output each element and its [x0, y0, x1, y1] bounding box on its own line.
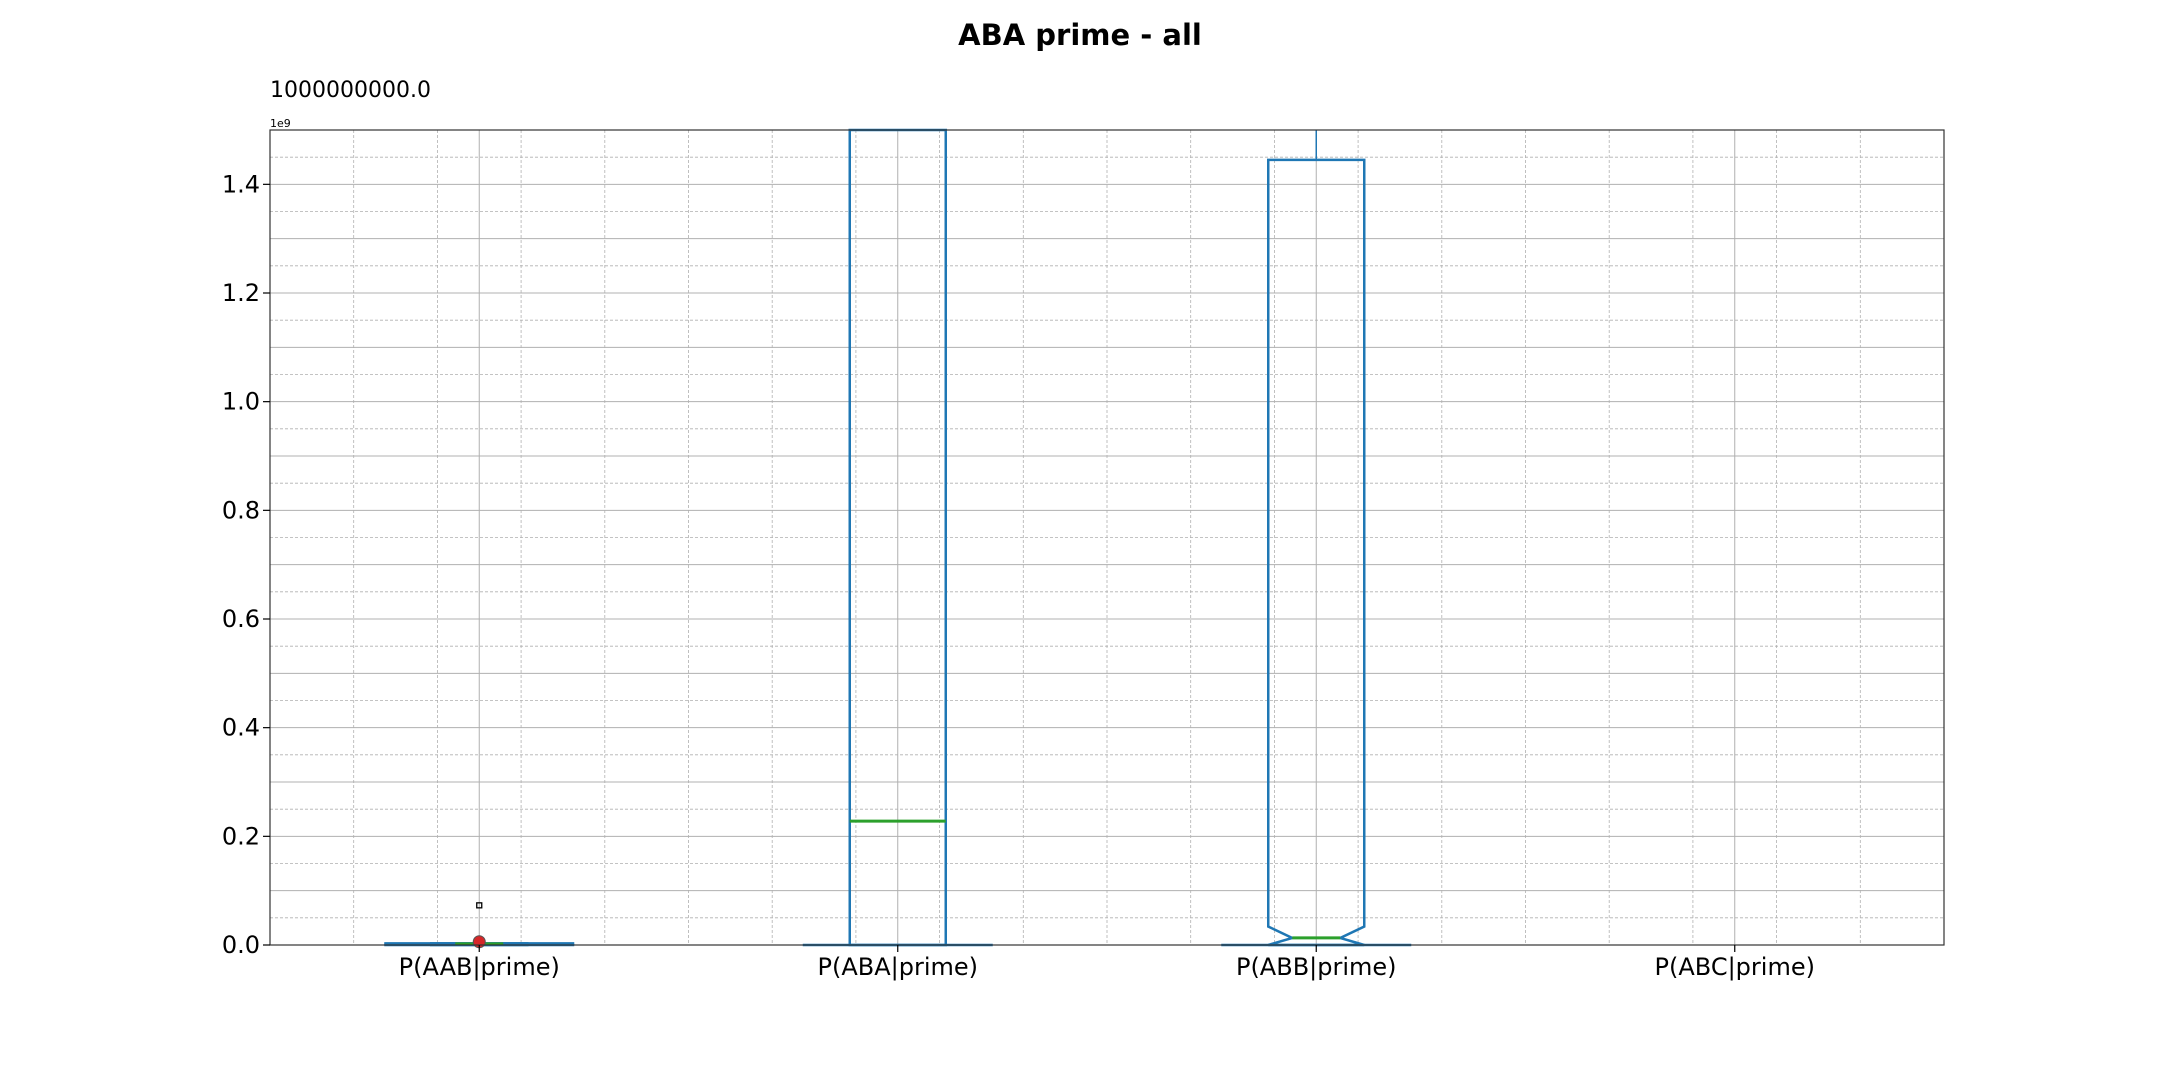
y-tick-label: 1.2	[222, 279, 260, 307]
x-tick-label: P(ABB|prime)	[1236, 953, 1397, 981]
y-tick-label: 1.0	[222, 388, 260, 416]
y-tick-label: 0.6	[222, 605, 260, 633]
x-tick-label: P(AAB|prime)	[399, 953, 560, 981]
plot-frame	[269, 129, 1945, 946]
y-tick-label: 0.0	[222, 931, 260, 959]
y-tick-label: 0.4	[222, 714, 260, 742]
y-tick-label: 1.4	[222, 170, 260, 198]
y-tick-label: 0.2	[222, 822, 260, 850]
scale-annotation: 1000000000.0	[270, 78, 431, 103]
grid-lines	[269, 129, 1945, 946]
chart-title: ABA prime - all	[958, 18, 1202, 52]
x-axis-ticks: P(AAB|prime) P(ABA|prime) P(ABB|prime) P(AB…	[399, 945, 1815, 981]
x-tick-label: P(ABC|prime)	[1655, 953, 1815, 981]
y-tick-label: 0.8	[222, 496, 260, 524]
offset-label: 1e9	[270, 117, 291, 130]
x-tick-label: P(ABA|prime)	[818, 953, 979, 981]
outlier-point	[476, 902, 483, 909]
y-axis-ticks: 0.0 0.2 0.4 0.6 0.8 1.0 1.2 1.4	[222, 170, 270, 959]
